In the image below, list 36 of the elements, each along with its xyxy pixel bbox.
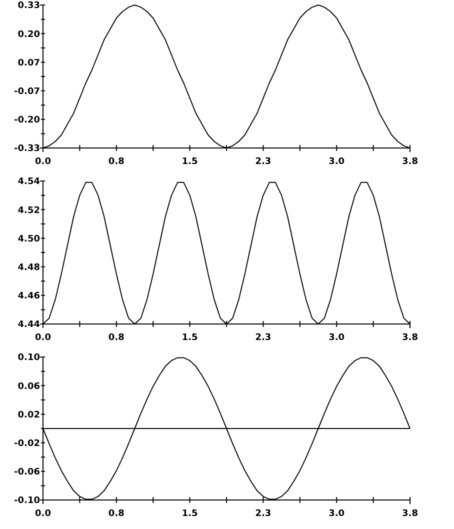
x-tick-label: 0.8: [108, 332, 124, 343]
y-tick-label: 0.07: [18, 58, 40, 68]
y-tick-label: 4.46: [18, 292, 40, 302]
x-tick-label: 3.0: [328, 156, 345, 167]
x-tick-label: 0.0: [35, 508, 51, 519]
y-tick-label: 4.44: [18, 320, 40, 330]
x-tick-label: 3.0: [328, 332, 345, 343]
x-tick-label: 1.5: [182, 332, 198, 343]
y-tick-label: 4.48: [18, 262, 40, 273]
y-tick-label: 0.06: [18, 382, 40, 392]
x-tick-label: 3.8: [402, 332, 418, 343]
x-tick-label: 1.5: [182, 508, 198, 519]
x-tick-label: 2.3: [255, 508, 272, 519]
x-tick-label: 0.0: [35, 156, 51, 167]
y-tick-label: -0.02: [14, 438, 40, 449]
y-tick-label: 0.20: [18, 30, 40, 40]
x-tick-label: 3.8: [402, 156, 418, 167]
y-tick-label: -0.10: [14, 496, 40, 506]
x-tick-label: 2.3: [255, 332, 272, 343]
x-tick-label: 0.8: [108, 508, 124, 519]
x-tick-label: 1.5: [182, 156, 198, 167]
y-tick-label: -0.33: [14, 144, 40, 154]
x-tick-label: 2.3: [255, 156, 272, 167]
y-tick-label: 0.10: [18, 353, 40, 364]
y-tick-label: 4.52: [18, 206, 40, 216]
y-tick-label: -0.07: [14, 86, 40, 97]
y-tick-label: 0.02: [18, 410, 40, 420]
y-tick-label: -0.20: [14, 116, 40, 126]
x-tick-label: 3.0: [328, 508, 345, 519]
y-tick-label: 4.54: [18, 177, 40, 188]
x-tick-label: 0.8: [108, 156, 124, 167]
x-tick-label: 3.8: [402, 508, 418, 519]
y-tick-label: 4.50: [18, 234, 40, 244]
y-tick-label: 0.33: [18, 1, 40, 12]
x-tick-label: 0.0: [35, 332, 51, 343]
y-tick-label: -0.06: [14, 468, 40, 478]
